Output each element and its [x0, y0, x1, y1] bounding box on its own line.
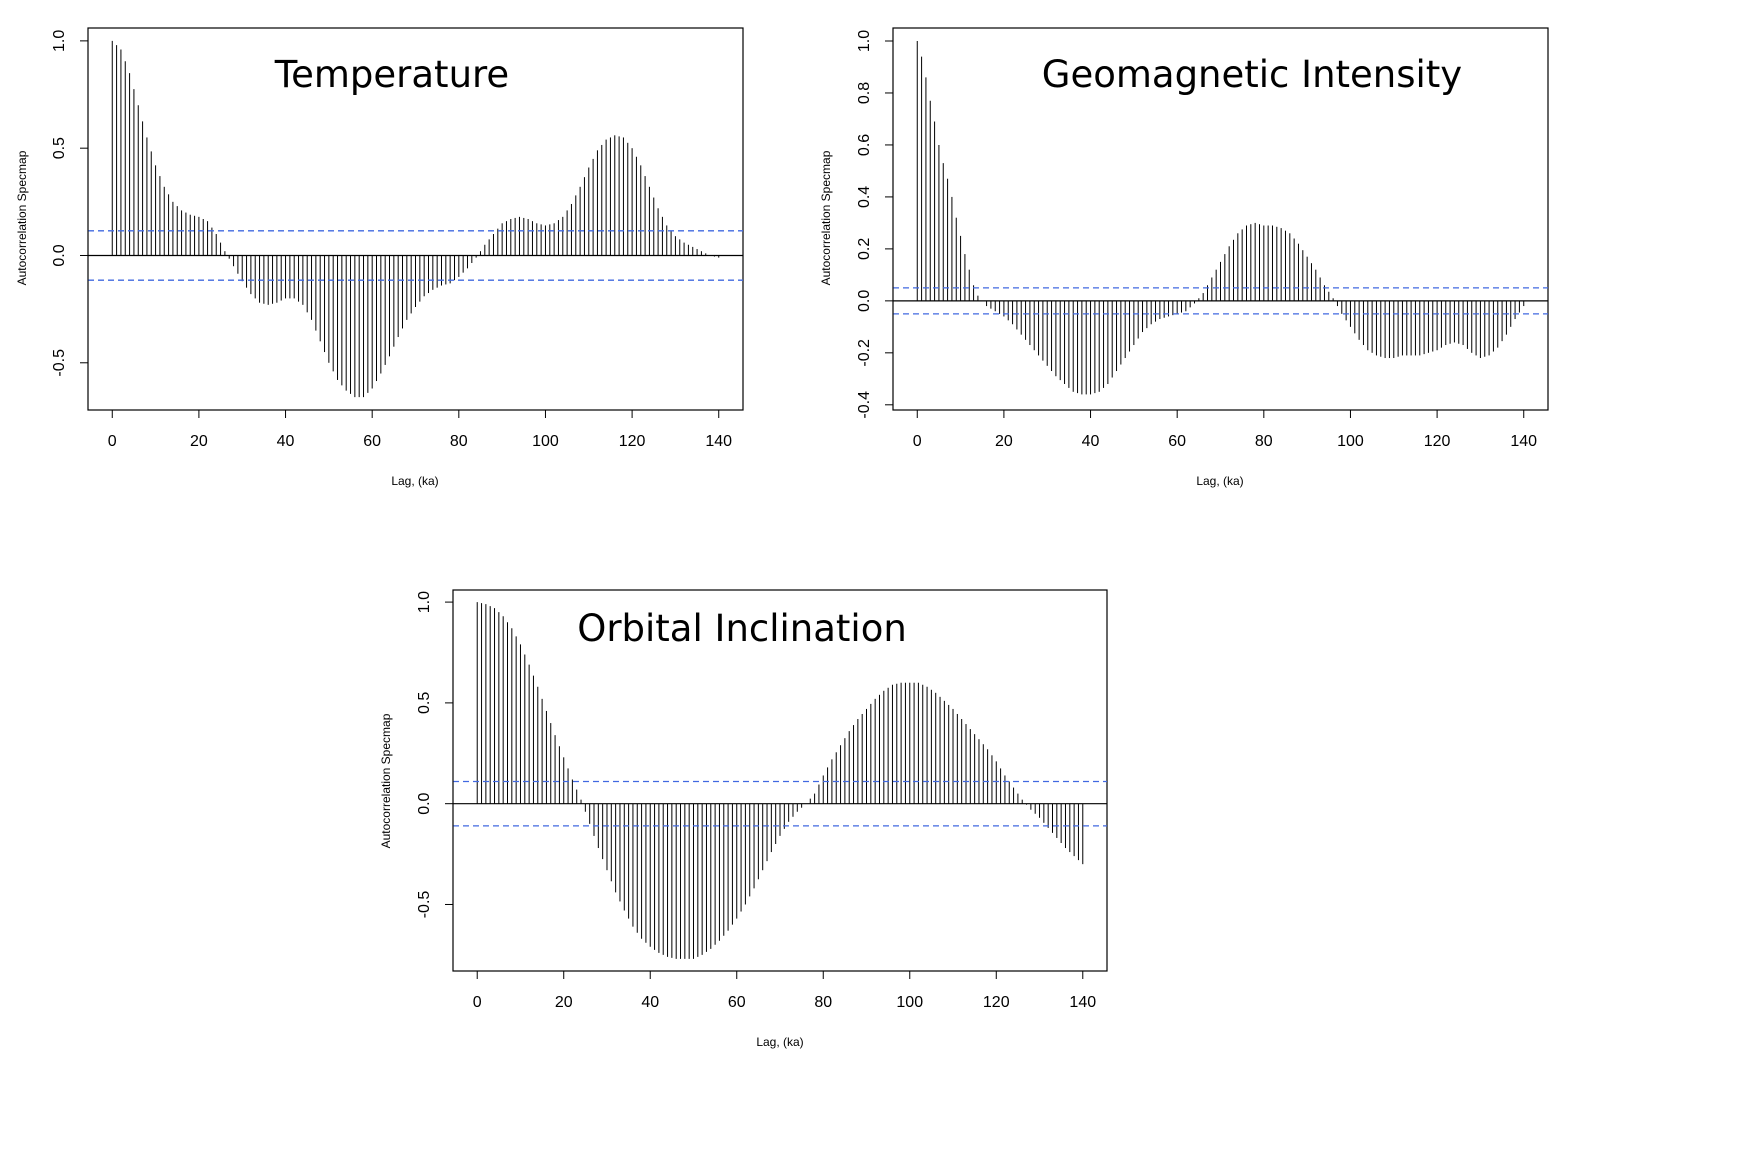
y-tick-label: 0.5 — [416, 692, 433, 714]
x-tick-label: 0 — [913, 433, 922, 450]
x-tick-label: 80 — [450, 433, 468, 450]
x-axis-label: Lag, (ka) — [391, 474, 439, 488]
x-tick-label: 100 — [1337, 433, 1364, 450]
geomagnetic-intensity-plot: 0 20 40 60 80 100 120 140 -0.4 -0.2 0.0 0.2 0.4 0.6 0.… — [856, 27, 1549, 450]
x-tick-label: 40 — [1082, 433, 1100, 450]
y-tick-label: 0.0 — [51, 244, 68, 266]
y-tick-label: 0.4 — [856, 186, 873, 208]
x-tick-label: 140 — [1510, 433, 1537, 450]
chart-title: Orbital Inclination — [577, 607, 907, 650]
x-tick-label: 20 — [555, 994, 573, 1011]
y-axis-label: Autocorrelation Specmap — [379, 713, 393, 849]
y-tick-label: 1.0 — [856, 30, 873, 52]
y-tick-label: 0.5 — [51, 137, 68, 159]
x-tick-label: 20 — [995, 433, 1013, 450]
x-tick-label: 120 — [1424, 433, 1451, 450]
x-tick-label: 0 — [108, 433, 117, 450]
y-tick-label: 1.0 — [416, 591, 433, 613]
y-tick-label: 0.0 — [856, 290, 873, 312]
x-tick-label: 120 — [983, 994, 1010, 1011]
temperature-plot: 0 20 40 60 80 100 120 140 -0.5 0.0 0.5 1.0 — [51, 27, 744, 450]
x-tick-label: 100 — [532, 433, 559, 450]
x-tick-label: 20 — [190, 433, 208, 450]
y-tick-label: 0.0 — [416, 792, 433, 814]
x-tick-label: 80 — [1255, 433, 1273, 450]
x-tick-label: 120 — [619, 433, 646, 450]
x-tick-label: 60 — [1168, 433, 1186, 450]
x-tick-label: 140 — [1069, 994, 1096, 1011]
y-tick-label: -0.5 — [51, 349, 68, 377]
y-tick-label: -0.4 — [856, 391, 873, 419]
chart-title: Temperature — [274, 53, 510, 96]
x-tick-label: 140 — [705, 433, 732, 450]
y-tick-label: -0.2 — [856, 339, 873, 367]
y-tick-label: 0.8 — [856, 82, 873, 104]
x-tick-label: 100 — [896, 994, 923, 1011]
x-tick-label: 60 — [728, 994, 746, 1011]
x-tick-label: 40 — [277, 433, 295, 450]
y-tick-label: 0.2 — [856, 238, 873, 260]
y-tick-label: 1.0 — [51, 30, 68, 52]
y-tick-label: 0.6 — [856, 134, 873, 156]
x-tick-label: 80 — [814, 994, 832, 1011]
x-tick-label: 60 — [363, 433, 381, 450]
x-axis-label: Lag, (ka) — [1196, 474, 1244, 488]
x-tick-label: 0 — [473, 994, 482, 1011]
chart-temperature: 0 20 40 60 80 100 120 140 -0.5 0.0 0.5 1.0 Temperat… — [0, 0, 860, 560]
x-axis-label: Lag, (ka) — [756, 1035, 804, 1049]
chart-geomagnetic-intensity: 0 20 40 60 80 100 120 140 -0.4 -0.2 0.0 0.2 0.4 0.6 0.… — [0, 0, 1746, 560]
y-tick-label: -0.5 — [416, 891, 433, 919]
x-tick-label: 40 — [641, 994, 659, 1011]
chart-title: Geomagnetic Intensity — [1041, 53, 1463, 96]
